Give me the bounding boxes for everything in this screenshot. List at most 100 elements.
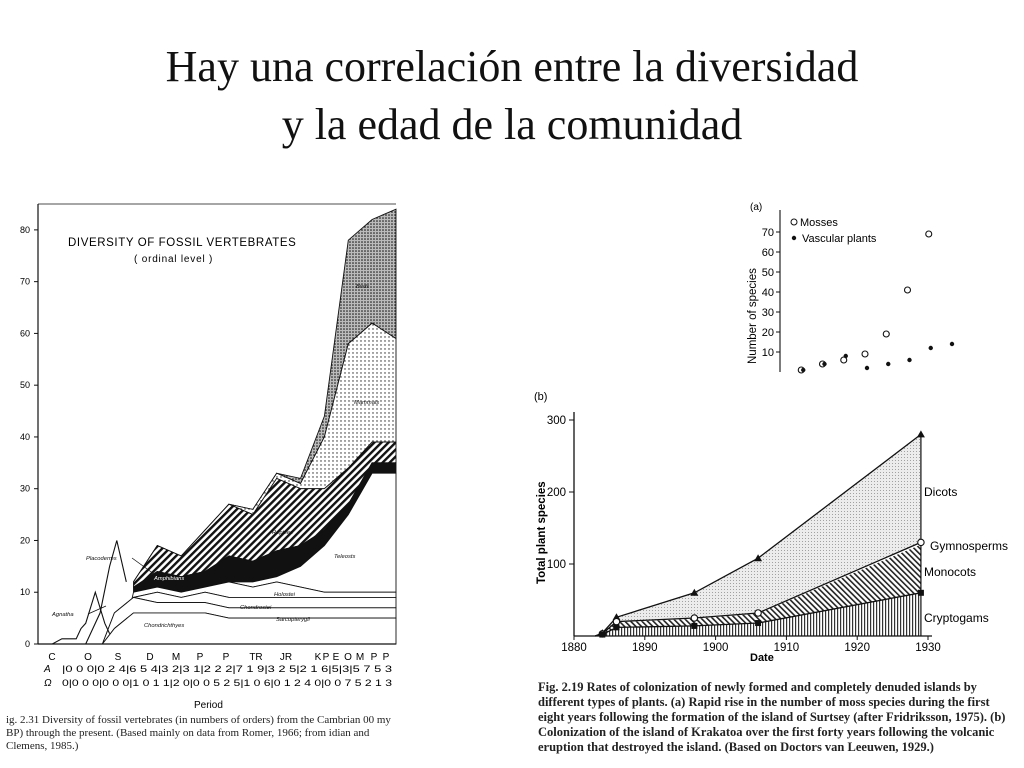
- krakatoa-label-gymnosperms: Gymnosperms: [930, 539, 1008, 553]
- moss-point: [861, 350, 869, 358]
- moss-point: [925, 230, 933, 238]
- krakatoa-area-layers: [594, 433, 922, 637]
- moss-y-axis-label: Number of species: [747, 268, 759, 364]
- dicots-marker: [690, 588, 699, 596]
- moss-y-tick-label: 60: [762, 247, 774, 259]
- fossil-label-agnatha: Agnatha: [51, 612, 74, 618]
- krakatoa-label-monocots: Monocots: [924, 565, 976, 579]
- krakatoa-x-tick-label: 1890: [632, 642, 658, 654]
- fossil-y-tick-label: 50: [20, 380, 30, 390]
- agnatha-pointer: [87, 605, 107, 615]
- fossil-row1-marker: A: [43, 664, 51, 675]
- moss-point: [840, 356, 848, 364]
- krakatoa-y-tick-label: 100: [547, 559, 566, 571]
- fossil-period-label: P: [323, 652, 330, 663]
- fossil-chart-subtitle: ( ordinal level ): [134, 254, 213, 265]
- plant-figure-caption: Fig. 2.19 Rates of colonization of newly…: [538, 680, 1006, 754]
- fossil-period-row: C O S D M P P TR JR K P E O M P P: [48, 652, 389, 663]
- fossil-period-label: E: [333, 652, 340, 663]
- slide-title-line-1: Hay una correlación entre la diversidad: [165, 42, 859, 91]
- fossil-y-tick-label: 40: [20, 432, 30, 442]
- krakatoa-label-dicots: Dicots: [924, 485, 957, 499]
- krakatoa-y-axis-label: Total plant species: [536, 481, 548, 584]
- fossil-row1-counts: |0 0 0|0 2 4|6 5 4|3 2|3 1|2 2 2|7 1 9|3…: [62, 664, 392, 675]
- moss-y-tick-label: 10: [762, 347, 774, 359]
- krakatoa-markers: [598, 430, 925, 638]
- fossil-y-tick-label: 20: [20, 535, 30, 545]
- cryptogams-area: [595, 592, 921, 636]
- fossil-label-amphibians: Amphibians: [153, 576, 184, 582]
- legend-mosses-label: Mosses: [800, 217, 838, 229]
- cryptogams-marker: [755, 620, 762, 627]
- vascular-point: [843, 353, 848, 359]
- dicots-marker: [916, 430, 925, 438]
- moss-points: [797, 230, 955, 374]
- dicots-area: [595, 434, 921, 636]
- moss-panel: (a) Number of species 10 20 30 40 50 60 70 Mos…: [738, 196, 960, 374]
- chondrichthyes-area: [101, 612, 397, 645]
- fossil-y-tick-label: 10: [20, 587, 30, 597]
- moss-legend: Mosses Vascular plants: [790, 217, 877, 245]
- krakatoa-panel-label: (b): [534, 391, 547, 403]
- moss-point: [882, 330, 890, 338]
- fossil-period-label: M: [356, 652, 364, 663]
- placoderms-line: [85, 540, 127, 645]
- fossil-period-label: P: [383, 652, 390, 663]
- fossil-y-tick-label: 0: [25, 639, 30, 649]
- fossil-label-holostei: Holostei: [274, 592, 296, 598]
- fossil-period-label: P: [223, 652, 230, 663]
- fossil-label-teleosts: Teleosts: [334, 554, 355, 560]
- placoderms-pointer: [131, 557, 155, 575]
- fossil-period-label: K: [315, 652, 322, 663]
- fossil-row2-marker: Ω: [44, 678, 52, 689]
- krakatoa-x-tick-label: 1920: [844, 642, 870, 654]
- vascular-point: [822, 361, 827, 367]
- cryptogams-marker: [917, 589, 924, 596]
- krakatoa-label-cryptogams: Cryptogams: [924, 611, 989, 625]
- fossil-period-label: D: [146, 652, 153, 663]
- moss-point: [903, 286, 912, 294]
- gymnosperms-marker: [612, 617, 621, 626]
- fossil-label-placoderms: Placoderms: [86, 556, 117, 562]
- fossil-label-mammals: Mammals: [354, 400, 379, 406]
- vascular-point: [886, 361, 891, 367]
- fossil-period-label: JR: [280, 652, 292, 663]
- fossil-row2-counts: 0|0 0 0|0 0 0|1 0 1 1|2 0|0 0 5 2 5|1 0 …: [62, 678, 392, 689]
- vascular-point: [949, 341, 955, 347]
- vascular-point: [907, 357, 912, 363]
- fossil-label-chondrostei: Chondrostei: [240, 605, 272, 611]
- krakatoa-y-tick-label: 300: [547, 415, 566, 427]
- fossil-period-label: M: [172, 652, 180, 663]
- vascular-point: [864, 365, 870, 371]
- krakatoa-y-tick-label: 200: [547, 487, 566, 499]
- fossil-area-layers: [38, 208, 397, 645]
- legend-vascular-label: Vascular plants: [802, 233, 877, 245]
- krakatoa-series-labels: Dicots Gymnosperms Monocots Cryptogams: [924, 485, 1008, 625]
- krakatoa-x-axis-label: Date: [750, 652, 774, 664]
- slide-title: Hay una correlación entre la diversidad …: [0, 38, 1024, 154]
- krakatoa-colonization-chart: (b) 100 200 300 1880 1890 1900 1910 1920 1930 Di…: [534, 391, 1008, 664]
- fossil-y-tick-label: 70: [20, 277, 30, 287]
- moss-scatter-chart: (a) Number of species 10 20 30 40 50 60 70 Mos…: [747, 202, 955, 374]
- moss-y-tick-label: 30: [762, 307, 774, 319]
- fossil-period-label: P: [371, 652, 378, 663]
- slide-title-line-2: y la edad de la comunidad: [281, 100, 743, 149]
- fossil-x-axis-label: Period: [194, 700, 223, 711]
- moss-panel-label: (a): [750, 202, 762, 213]
- fossil-period-label: TR: [249, 652, 262, 663]
- agnatha-line: [38, 590, 111, 645]
- fossil-label-chondrichthyes: Chondrichthyes: [144, 623, 184, 629]
- gymnosperms-marker: [917, 538, 925, 547]
- fossil-axes: 0 10 20 30 40 50 60 70 80: [20, 203, 396, 649]
- krakatoa-x-tick-label: 1910: [774, 642, 800, 654]
- fossil-chart-title: DIVERSITY OF FOSSIL VERTEBRATES: [68, 237, 296, 249]
- legend-mosses-marker: [790, 218, 798, 226]
- fossil-period-label: O: [344, 652, 352, 663]
- fossil-period-label: P: [197, 652, 204, 663]
- gymnosperms-marker: [754, 609, 762, 617]
- fossil-period-label: C: [48, 652, 55, 663]
- fossil-label-birds: Birds: [356, 284, 369, 290]
- moss-y-tick-label: 20: [762, 327, 774, 339]
- fossil-period-label: S: [115, 652, 122, 663]
- dicots-marker: [754, 554, 763, 562]
